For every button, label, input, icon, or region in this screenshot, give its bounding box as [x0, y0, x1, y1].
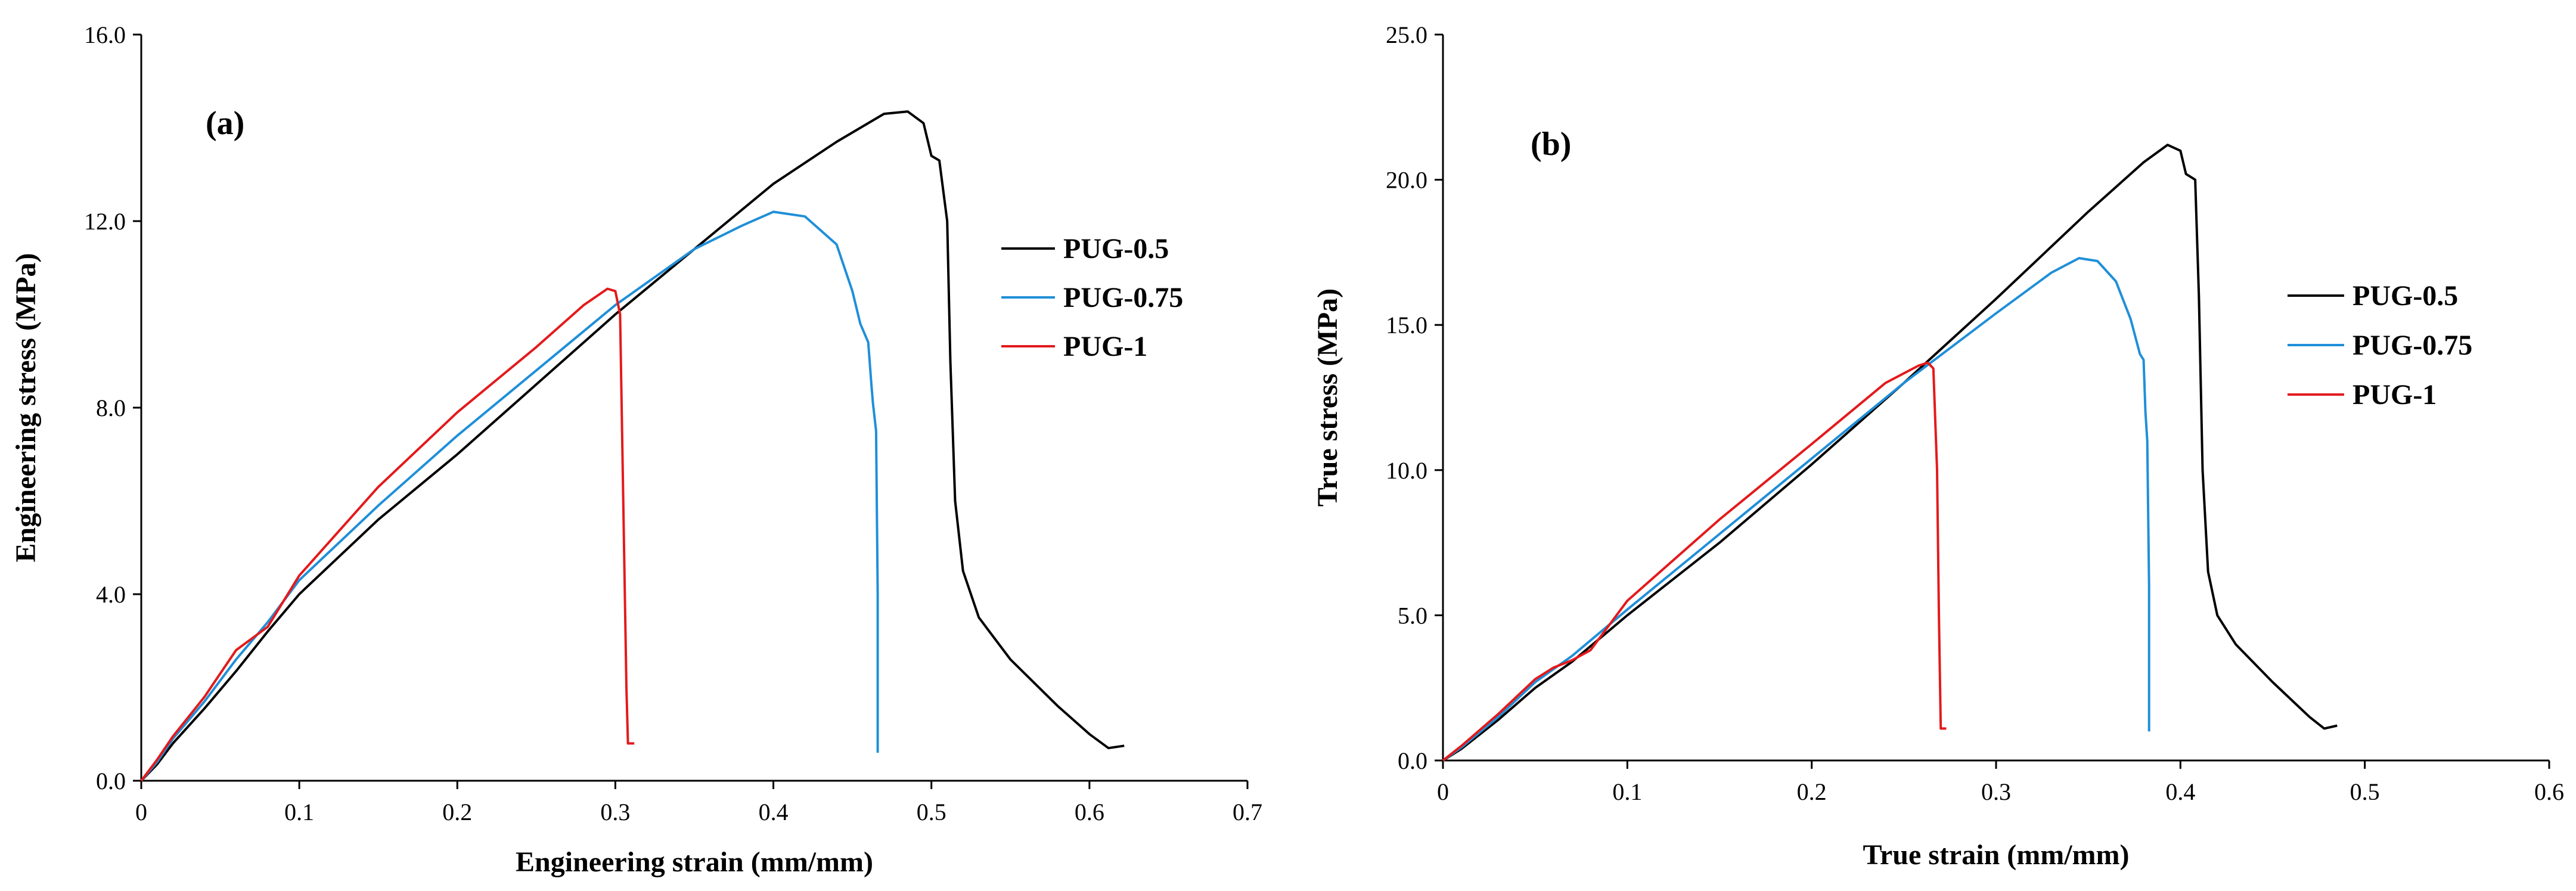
- x-tick-label: 0.4: [759, 799, 789, 825]
- panel-b: 0 0.1 0.2 0.3 0.4 0.5 0.6 0.0 5.0 10.0 15.0 20.0 25.…: [1312, 21, 2564, 871]
- x-tick-label: 0.3: [1981, 778, 2011, 805]
- y-tick-label: 4.0: [96, 581, 126, 608]
- x-tick-label: 0: [135, 799, 147, 825]
- legend-label: PUG-0.75: [2352, 330, 2472, 361]
- x-tick-label: 0.1: [1612, 778, 1642, 805]
- x-tick-label: 0.2: [1797, 778, 1827, 805]
- y-tick-label: 15.0: [1386, 312, 1427, 339]
- series-line-pug-0.5: [140, 110, 1125, 782]
- x-tick-label: 0: [1437, 778, 1449, 805]
- legend-label: PUG-0.5: [2352, 280, 2458, 312]
- x-axis-title: Engineering strain (mm/mm): [516, 846, 873, 878]
- y-tick-label: 16.0: [84, 21, 126, 48]
- x-tick-label: 0.2: [442, 799, 472, 825]
- panel-label: (a): [206, 105, 244, 142]
- x-tick-label: 0.6: [2534, 778, 2564, 805]
- x-tick-label: 0.5: [2350, 778, 2380, 805]
- y-axis-title: True stress (MPa): [1312, 288, 1343, 507]
- y-tick-label: 0.0: [1398, 747, 1427, 774]
- y-tick-label: 10.0: [1386, 457, 1427, 484]
- panel-a: 0 0.1 0.2 0.3 0.4 0.5 0.6 0.7 0.0 4.0 8.0 12.0 16.0 E…: [10, 21, 1262, 878]
- y-tick-label: 12.0: [84, 208, 126, 235]
- y-tick-label: 25.0: [1386, 21, 1427, 48]
- series-line-pug-1: [140, 287, 635, 782]
- y-axis-title: Engineering stress (MPa): [10, 253, 42, 562]
- x-tick-label: 0.7: [1233, 799, 1262, 825]
- y-tick-label: 8.0: [96, 395, 126, 421]
- x-tick-label: 0.4: [2165, 778, 2195, 805]
- x-tick-label: 0.1: [284, 799, 314, 825]
- y-tick-label: 0.0: [96, 768, 126, 794]
- x-tick-label: 0.5: [917, 799, 946, 825]
- legend-label: PUG-1: [2352, 379, 2437, 411]
- y-tick-label: 20.0: [1386, 167, 1427, 194]
- legend-label: PUG-0.5: [1063, 233, 1169, 265]
- series-line-pug-0.75: [1442, 257, 2150, 762]
- series-line-pug-0.75: [140, 210, 879, 782]
- legend-label: PUG-1: [1063, 331, 1147, 362]
- legend-label: PUG-0.75: [1063, 282, 1183, 313]
- series-line-pug-1: [1442, 361, 1947, 762]
- x-tick-label: 0.3: [600, 799, 630, 825]
- x-tick-label: 0.6: [1075, 799, 1104, 825]
- x-axis-title: True strain (mm/mm): [1863, 839, 2130, 871]
- panel-label: (b): [1531, 126, 1571, 163]
- series-line-pug-0.5: [1442, 144, 2338, 762]
- y-tick-label: 5.0: [1398, 602, 1427, 629]
